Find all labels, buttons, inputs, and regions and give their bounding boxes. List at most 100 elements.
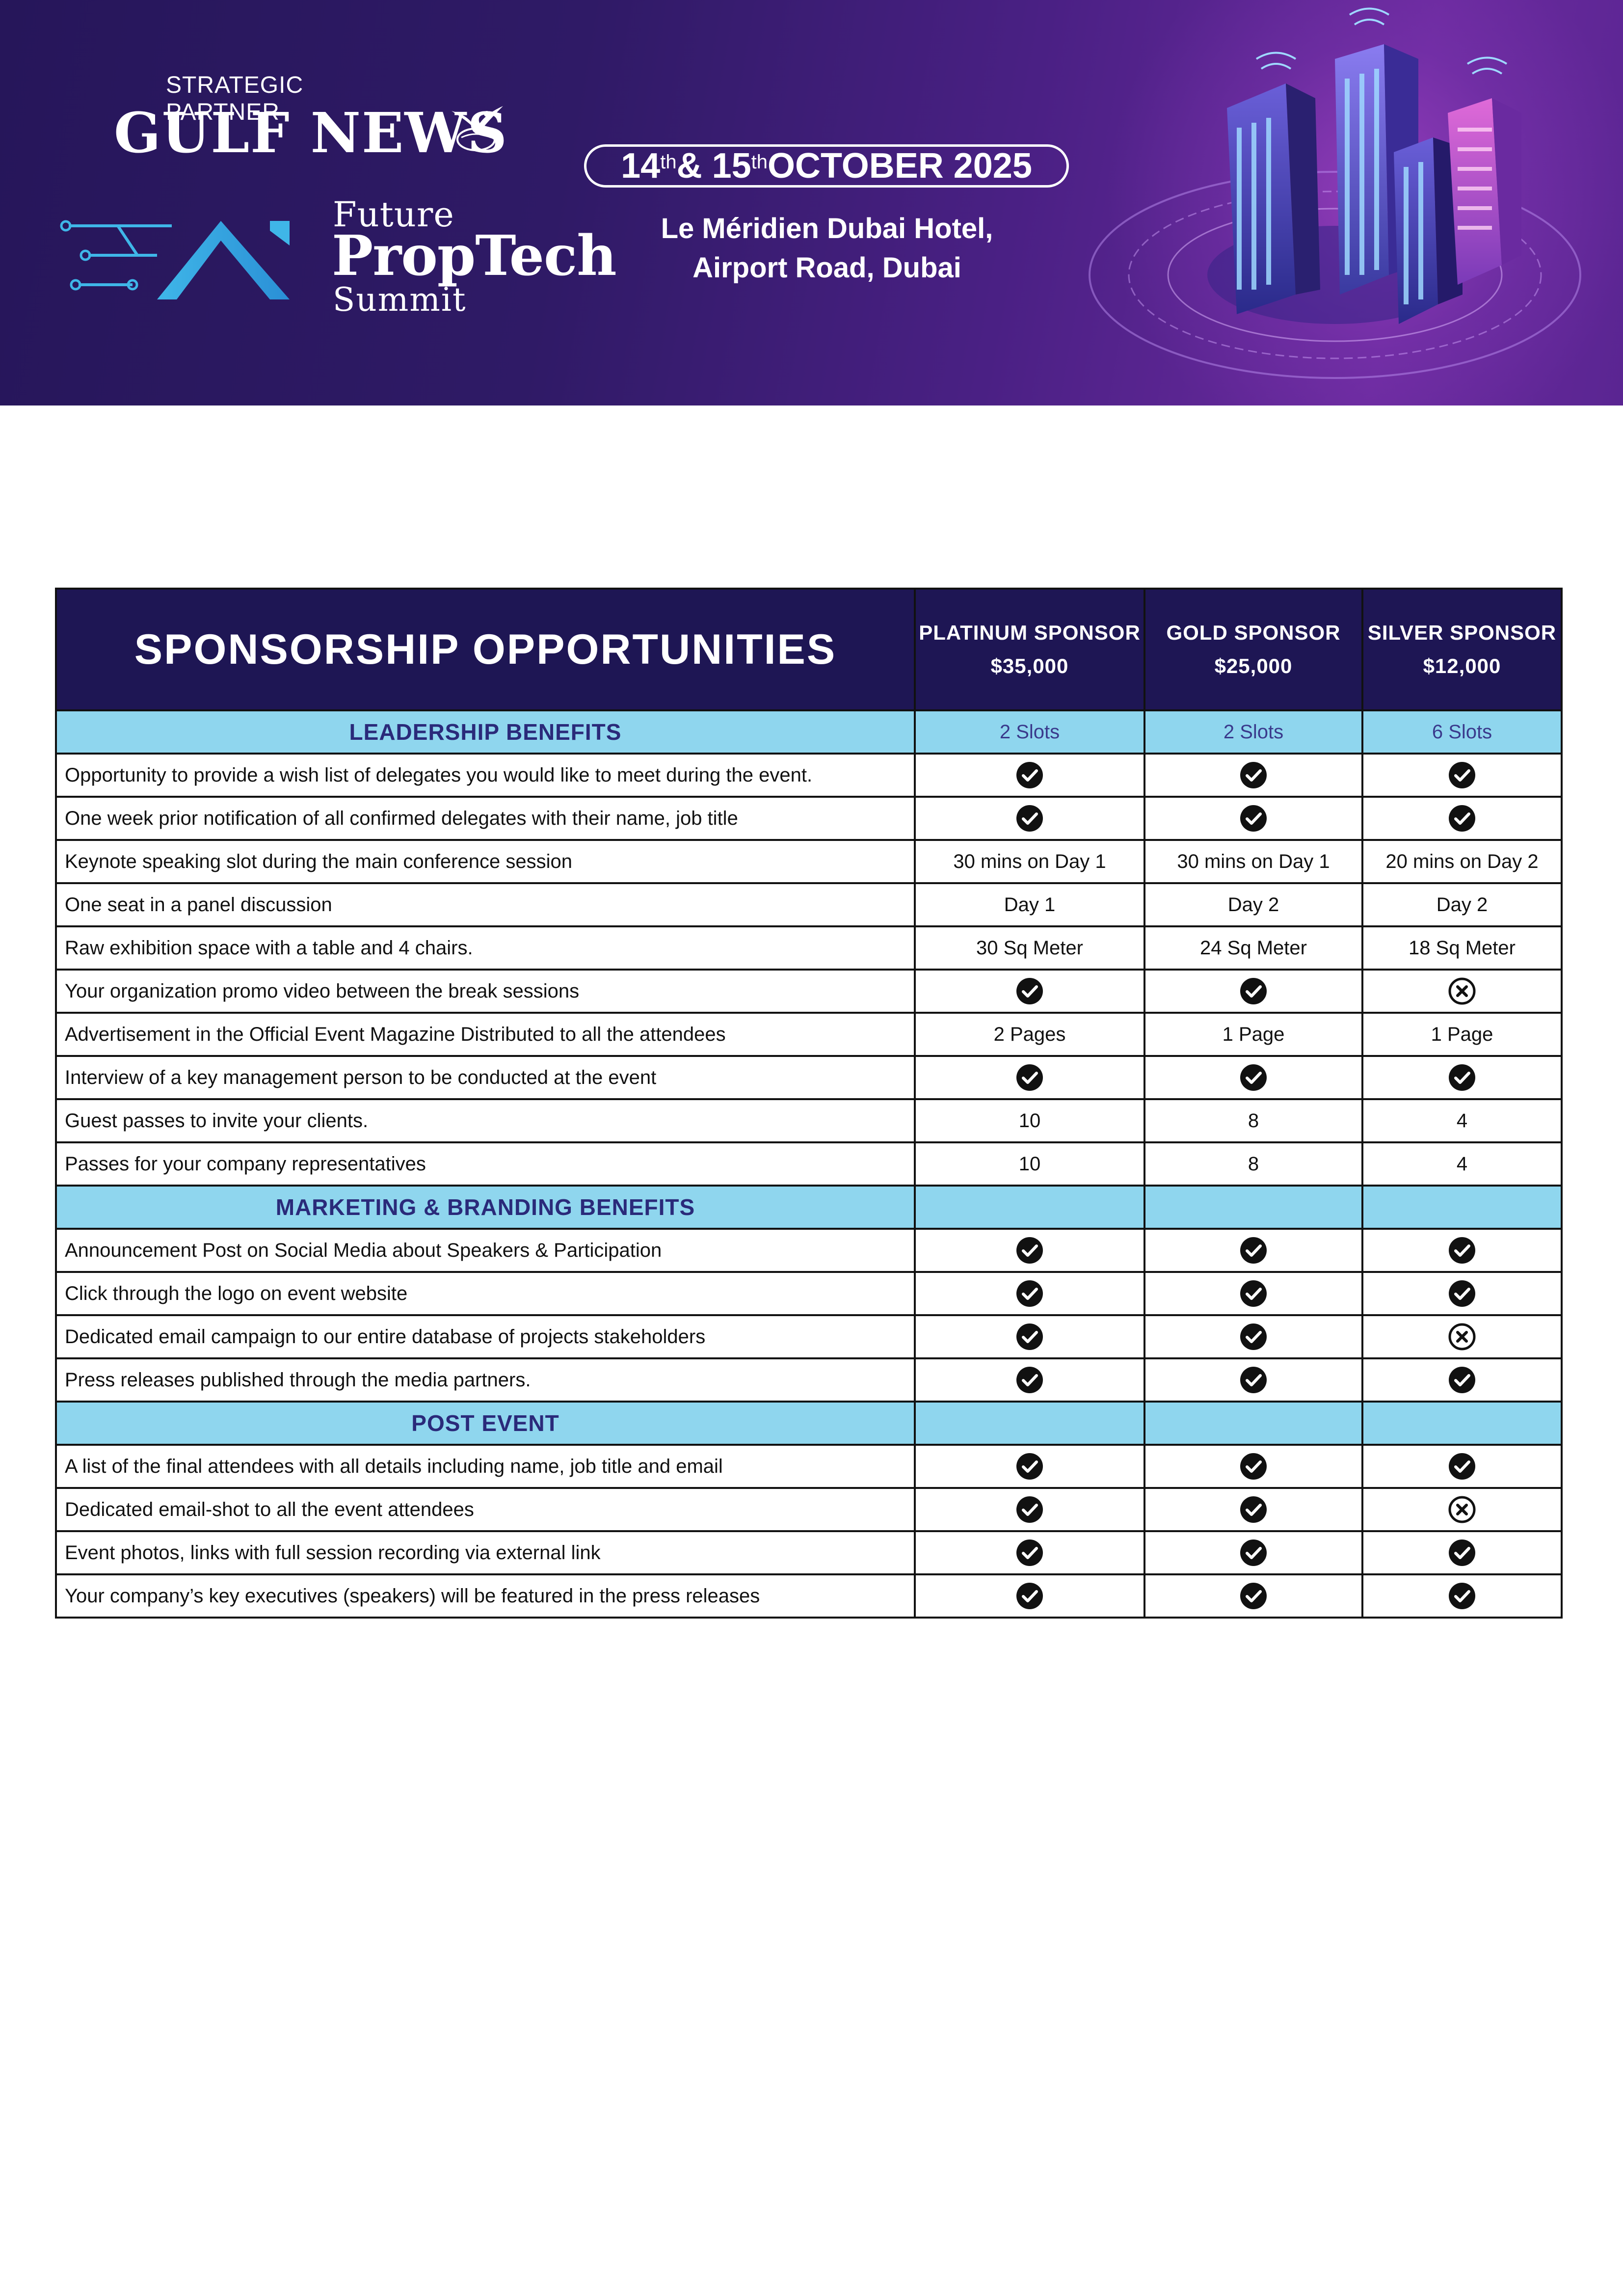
gold-benefit-status bbox=[1144, 1444, 1363, 1489]
check-circle-icon bbox=[1239, 1365, 1268, 1395]
benefit-description: One seat in a panel discussion bbox=[55, 882, 916, 927]
platinum-benefit-status bbox=[914, 1444, 1145, 1489]
tier-silver: SILVER SPONSOR $12,000 bbox=[1361, 588, 1563, 711]
benefit-description: A list of the final attendees with all d… bbox=[55, 1444, 916, 1489]
table-row: Your organization promo video between th… bbox=[55, 969, 1563, 1014]
benefit-description: Passes for your company representatives bbox=[55, 1141, 916, 1187]
check-circle-icon bbox=[1239, 1538, 1268, 1567]
benefit-description: Click through the logo on event website bbox=[55, 1271, 916, 1316]
gold-benefit-status bbox=[1144, 796, 1363, 841]
benefit-description: Dedicated email campaign to our entire d… bbox=[55, 1314, 916, 1359]
gold-benefit-status bbox=[1144, 753, 1363, 798]
check-circle-icon bbox=[1015, 1365, 1044, 1395]
check-circle-icon bbox=[1015, 1236, 1044, 1265]
proptech-house-logo-icon bbox=[60, 220, 290, 299]
table-row: Event photos, links with full session re… bbox=[55, 1530, 1563, 1575]
table-header-row: SPONSORSHIP OPPORTUNITIES PLATINUM SPONS… bbox=[55, 588, 1563, 711]
section-platinum-slots bbox=[914, 1401, 1145, 1446]
table-row: Advertisement in the Official Event Maga… bbox=[55, 1012, 1563, 1057]
section-header-row: MARKETING & BRANDING BENEFITS bbox=[55, 1185, 1563, 1230]
table-title: SPONSORSHIP OPPORTUNITIES bbox=[55, 588, 916, 711]
table-row: Interview of a key management person to … bbox=[55, 1055, 1563, 1100]
silver-benefit-status bbox=[1361, 1573, 1563, 1619]
gulf-news-logo-text: GULF NEWS bbox=[114, 101, 508, 165]
check-circle-icon bbox=[1015, 1581, 1044, 1611]
platinum-benefit-status bbox=[914, 1314, 1145, 1359]
falcon-globe-icon bbox=[452, 106, 503, 151]
section-silver-slots bbox=[1361, 1401, 1563, 1446]
gold-benefit-value: 8 bbox=[1144, 1098, 1363, 1143]
tier-price: $35,000 bbox=[990, 654, 1069, 677]
check-circle-icon bbox=[1015, 804, 1044, 833]
silver-benefit-status bbox=[1361, 1228, 1563, 1273]
tier-name: SILVER SPONSOR bbox=[1367, 621, 1557, 644]
strategic-partner-label: STRATEGIC PARTNER bbox=[166, 72, 304, 125]
platinum-benefit-status bbox=[914, 1357, 1145, 1403]
silver-benefit-status bbox=[1361, 1357, 1563, 1403]
platinum-benefit-status bbox=[914, 1487, 1145, 1532]
benefit-description: Your company’s key executives (speakers)… bbox=[55, 1573, 916, 1619]
cross-circle-icon bbox=[1447, 1495, 1477, 1524]
check-circle-icon bbox=[1015, 1538, 1044, 1567]
table-row: Press releases published through the med… bbox=[55, 1357, 1563, 1403]
silver-benefit-status bbox=[1361, 969, 1563, 1014]
check-circle-icon bbox=[1447, 760, 1477, 790]
gold-benefit-status bbox=[1144, 1573, 1363, 1619]
section-platinum-slots: 2 Slots bbox=[914, 709, 1145, 755]
check-circle-icon bbox=[1239, 804, 1268, 833]
city-buildings-illustration bbox=[1089, 7, 1581, 379]
platinum-benefit-value: Day 1 bbox=[914, 882, 1145, 927]
platinum-benefit-value: 2 Pages bbox=[914, 1012, 1145, 1057]
check-circle-icon bbox=[1239, 976, 1268, 1006]
benefit-description: Interview of a key management person to … bbox=[55, 1055, 916, 1100]
date-ordinal2: th bbox=[751, 151, 768, 173]
table-row: Dedicated email campaign to our entire d… bbox=[55, 1314, 1563, 1359]
tier-gold: GOLD SPONSOR $25,000 bbox=[1144, 588, 1363, 711]
section-platinum-slots bbox=[914, 1185, 1145, 1230]
tier-platinum: PLATINUM SPONSOR $35,000 bbox=[914, 588, 1145, 711]
gold-benefit-status bbox=[1144, 1357, 1363, 1403]
table-body: LEADERSHIP BENEFITS 2 Slots 2 Slots 6 Slots… bbox=[55, 709, 1563, 1619]
silver-benefit-status bbox=[1361, 1487, 1563, 1532]
check-circle-icon bbox=[1015, 1452, 1044, 1481]
platinum-benefit-status bbox=[914, 796, 1145, 841]
section-title: MARKETING & BRANDING BENEFITS bbox=[55, 1185, 916, 1230]
tier-name: PLATINUM SPONSOR bbox=[919, 621, 1141, 644]
benefit-description: Dedicated email-shot to all the event at… bbox=[55, 1487, 916, 1532]
check-circle-icon bbox=[1239, 1452, 1268, 1481]
section-title: POST EVENT bbox=[55, 1401, 916, 1446]
benefit-description: One week prior notification of all confi… bbox=[55, 796, 916, 841]
check-circle-icon bbox=[1015, 1495, 1044, 1524]
section-gold-slots: 2 Slots bbox=[1144, 709, 1363, 755]
table-row: One seat in a panel discussion Day 1 Day 2… bbox=[55, 882, 1563, 927]
gold-benefit-status bbox=[1144, 1314, 1363, 1359]
silver-benefit-status bbox=[1361, 1444, 1563, 1489]
silver-benefit-status bbox=[1361, 796, 1563, 841]
table-row: Raw exhibition space with a table and 4 … bbox=[55, 925, 1563, 971]
silver-benefit-status bbox=[1361, 1271, 1563, 1316]
benefit-description: Guest passes to invite your clients. bbox=[55, 1098, 916, 1143]
platinum-benefit-status bbox=[914, 969, 1145, 1014]
date-month-year: OCTOBER 2025 bbox=[768, 146, 1032, 186]
benefit-description: Announcement Post on Social Media about … bbox=[55, 1228, 916, 1273]
venue-line1: Le Méridien Dubai Hotel, bbox=[661, 213, 993, 244]
table-row: Opportunity to provide a wish list of de… bbox=[55, 753, 1563, 798]
gold-benefit-value: Day 2 bbox=[1144, 882, 1363, 927]
benefit-description: Opportunity to provide a wish list of de… bbox=[55, 753, 916, 798]
platinum-benefit-status bbox=[914, 1271, 1145, 1316]
platinum-benefit-status bbox=[914, 753, 1145, 798]
silver-benefit-status bbox=[1361, 753, 1563, 798]
check-circle-icon bbox=[1239, 1279, 1268, 1308]
gold-benefit-status bbox=[1144, 1530, 1363, 1575]
gold-benefit-status bbox=[1144, 1228, 1363, 1273]
brand-future: Future bbox=[333, 194, 454, 235]
silver-benefit-status bbox=[1361, 1055, 1563, 1100]
check-circle-icon bbox=[1239, 1322, 1268, 1351]
section-silver-slots: 6 Slots bbox=[1361, 709, 1563, 755]
platinum-benefit-status bbox=[914, 1228, 1145, 1273]
gold-benefit-value: 8 bbox=[1144, 1141, 1363, 1187]
check-circle-icon bbox=[1015, 760, 1044, 790]
benefit-description: Press releases published through the med… bbox=[55, 1357, 916, 1403]
cross-circle-icon bbox=[1447, 976, 1477, 1006]
